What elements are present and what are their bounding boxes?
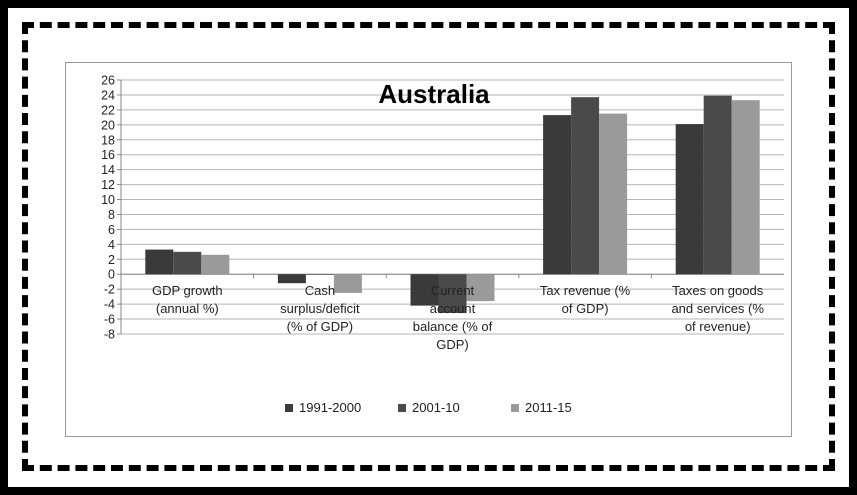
bar-2011-15 [599, 113, 628, 275]
category-label-line: of GDP) [562, 301, 609, 316]
bar-2001-10 [703, 95, 732, 275]
bar-1991-2000 [277, 274, 306, 284]
legend-label: 2001-10 [412, 400, 460, 415]
category-label: Tax revenue (% of GDP) [540, 283, 631, 316]
legend-swatch-2011-15 [511, 404, 519, 412]
bar-2011-15 [201, 254, 230, 275]
category-label-line: Taxes on goods [672, 283, 764, 298]
y-tick-label: 26 [101, 74, 115, 88]
y-tick-label: 20 [101, 118, 115, 132]
bar-2011-15 [466, 274, 495, 302]
legend-swatch-1991-2000 [285, 404, 293, 412]
bar-2001-10 [173, 251, 202, 275]
category-label-line: Current [431, 283, 475, 298]
bar-1991-2000 [543, 115, 572, 275]
bar-2001-10 [305, 274, 334, 275]
y-tick-label: 24 [101, 88, 115, 102]
category-label-line: GDP) [436, 337, 469, 352]
bar-2011-15 [333, 274, 362, 293]
bar-1991-2000 [675, 124, 704, 275]
chart-title: Australia [378, 79, 490, 109]
legend-label: 1991-2000 [299, 400, 361, 415]
legend-label: 2011-15 [525, 400, 572, 415]
category-label-line: Tax revenue (% [540, 283, 631, 298]
y-tick-label: 12 [101, 178, 115, 192]
y-tick-label: 22 [101, 103, 115, 117]
bar-1991-2000 [145, 249, 174, 275]
category-label: Current account balance (% of GDP) [413, 283, 493, 352]
bar-1991-2000 [410, 274, 439, 306]
category-label: Cash surplus/deficit (% of GDP) [280, 283, 360, 334]
category-label-line: balance (% of [413, 319, 493, 334]
category-label: Taxes on goods and services (% of revenue) [671, 283, 764, 334]
y-tick-label: 10 [101, 193, 115, 207]
y-tick-label: -6 [104, 313, 115, 327]
category-label-line: (annual %) [156, 301, 219, 316]
y-tick-label: -2 [104, 283, 115, 297]
category-label: GDP growth (annual %) [152, 283, 223, 316]
y-tick-label: 18 [101, 133, 115, 147]
y-tick-label: 8 [108, 208, 115, 222]
y-tick-label: 2 [108, 253, 115, 267]
y-tick-label: 16 [101, 148, 115, 162]
legend-swatch-2001-10 [398, 404, 406, 412]
chart-panel: -8 -6 -4 -2 0 2 4 6 8 10 12 14 16 18 20 22 24 26 GDP growt… [65, 62, 792, 437]
y-tick-label: 0 [108, 268, 115, 282]
category-label-line: of revenue) [685, 319, 751, 334]
bar-2001-10 [438, 274, 467, 314]
y-tick-label: -4 [104, 298, 115, 312]
dashed-border-frame [22, 22, 835, 471]
category-label-line: and services (% [671, 301, 764, 316]
category-label-line: surplus/deficit [280, 301, 360, 316]
category-label-line: Cash [305, 283, 335, 298]
bar-2001-10 [571, 97, 600, 275]
y-tick-label: 6 [108, 223, 115, 237]
category-label-line: GDP growth [152, 283, 223, 298]
y-tick-label: -8 [104, 328, 115, 342]
category-label-line: (% of GDP) [287, 319, 353, 334]
bar-2011-15 [731, 100, 760, 275]
y-tick-label: 14 [101, 163, 115, 177]
category-label-line: account [430, 301, 476, 316]
y-tick-label: 4 [108, 238, 115, 252]
